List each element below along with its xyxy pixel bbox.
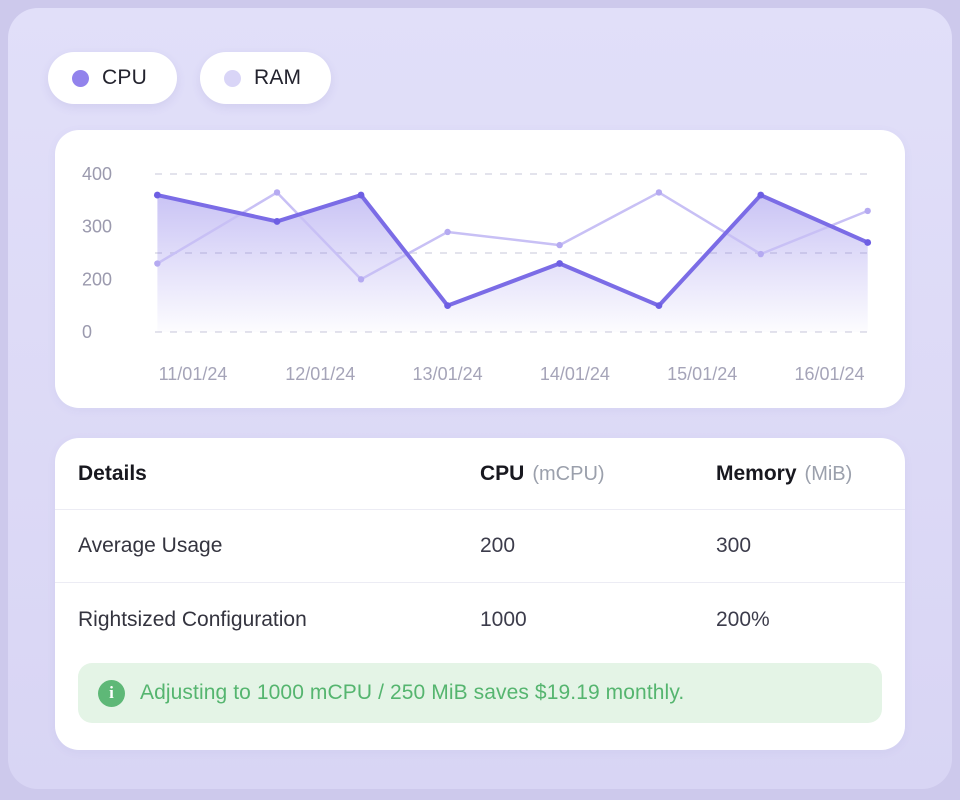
svg-text:14/01/24: 14/01/24: [540, 364, 610, 384]
legend-ram-label: RAM: [253, 66, 302, 89]
info-icon: i: [98, 679, 125, 707]
legend-toggle-ram[interactable]: RAM: [199, 52, 332, 104]
average-memory-value: 300: [716, 534, 752, 557]
savings-banner: i Adjusting to 1000 mCPU / 250 MiB saves…: [78, 663, 882, 723]
table-row-rightsized-configuration: Rightsized Configuration 1000 200%: [55, 583, 905, 656]
rightsized-memory-value: 200%: [716, 607, 770, 631]
table-header-row: Details CPU (mCPU) Memory (MiB): [55, 438, 905, 510]
usage-area-chart: 400 300 200 0 11/01/24 12/01/24 13/01/24 14/01/…: [82, 164, 872, 384]
svg-text:12/01/24: 12/01/24: [285, 364, 355, 384]
svg-text:16/01/24: 16/01/24: [794, 364, 864, 384]
svg-text:15/01/24: 15/01/24: [667, 364, 737, 384]
average-cpu-value: 200: [480, 534, 516, 557]
svg-text:300: 300: [82, 217, 112, 237]
ram-series-dot-icon: [223, 69, 241, 87]
svg-text:11/01/24: 11/01/24: [159, 364, 228, 384]
cpu-unit-label: (mCPU): [532, 462, 605, 485]
column-header-memory: Memory (MiB): [716, 461, 853, 485]
row-label: Rightsized Configuration: [78, 607, 307, 631]
chart-legend: CPU RAM: [48, 52, 332, 104]
usage-chart-card: 400 300 200 0 11/01/24 12/01/24 13/01/24 14/01/…: [55, 130, 905, 408]
rightsized-cpu-value: 1000: [480, 607, 527, 631]
svg-text:200: 200: [82, 269, 112, 289]
memory-unit-label: (MiB): [804, 462, 853, 485]
details-table-card: Details CPU (mCPU) Memory (MiB) Average Us…: [55, 438, 905, 750]
svg-text:400: 400: [82, 164, 112, 184]
cpu-series-dot-icon: [72, 69, 89, 87]
main-panel: CPU RAM 400 300 200 0 11/01/24 12/01/24 13/01/…: [8, 8, 952, 789]
legend-toggle-cpu[interactable]: CPU: [48, 52, 177, 104]
svg-text:0: 0: [82, 322, 92, 342]
column-header-details: Details: [78, 461, 147, 485]
legend-cpu-label: CPU: [102, 66, 147, 89]
column-header-cpu: CPU (mCPU): [480, 461, 605, 485]
svg-text:13/01/24: 13/01/24: [413, 364, 483, 384]
savings-message: Adjusting to 1000 mCPU / 250 MiB saves $…: [140, 681, 685, 704]
table-row-average-usage: Average Usage 200 300: [55, 510, 905, 583]
row-label: Average Usage: [78, 534, 223, 557]
